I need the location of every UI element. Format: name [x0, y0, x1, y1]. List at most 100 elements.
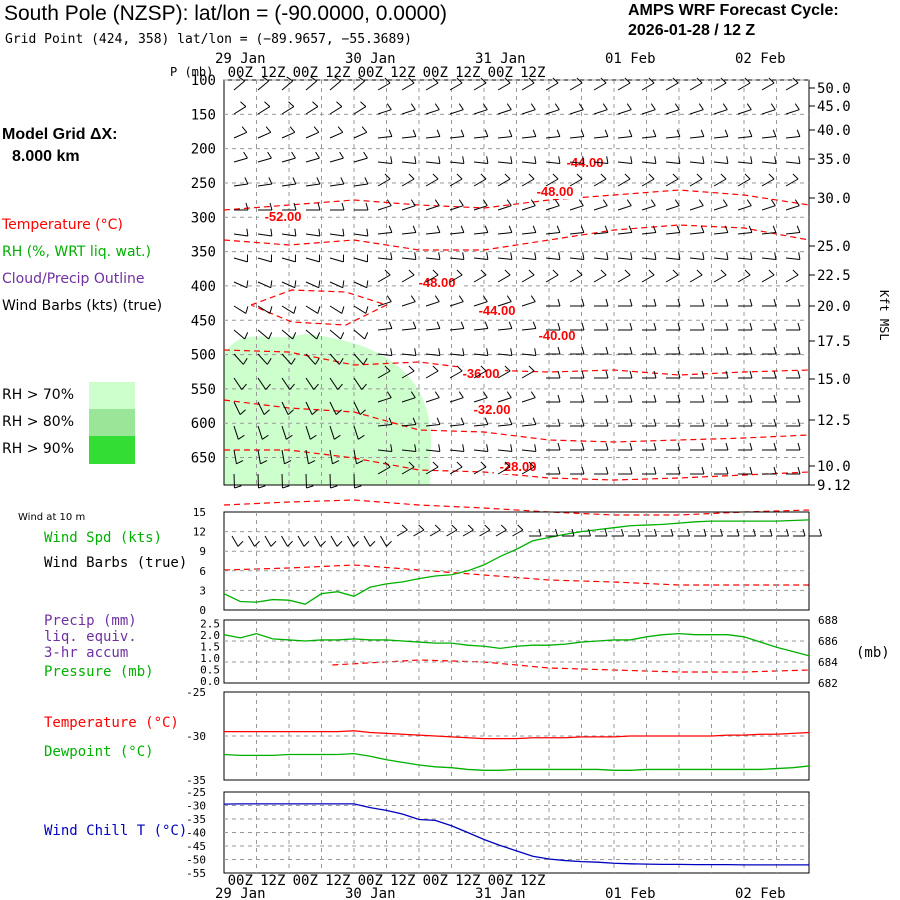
wind-barb: [689, 77, 703, 91]
wind-barb-flag: [605, 442, 609, 451]
wind-barb-staff: [314, 535, 321, 547]
wind-barb: [449, 225, 465, 235]
wind-barb-staff: [329, 353, 340, 365]
wind-barb-staff: [377, 109, 392, 115]
wind-barb-flag: [687, 528, 690, 537]
surface-wind-barb: [264, 535, 277, 547]
wind-barb-staff: [425, 82, 439, 91]
wind-barb-flag: [797, 298, 801, 307]
wind-barb: [425, 77, 439, 91]
wind-barb-flag: [698, 199, 704, 206]
surface-wind-barb: [677, 528, 690, 537]
wind-barb: [305, 254, 320, 263]
wind-barb: [473, 77, 487, 91]
wind-barb: [666, 298, 681, 307]
wind-barb-staff: [329, 281, 343, 289]
wind-barb: [497, 77, 511, 91]
wind-barb-staff: [264, 535, 272, 547]
wind-barb-staff: [305, 377, 315, 390]
wind-barb-staff: [233, 305, 247, 314]
surface-wind-barb: [330, 535, 343, 547]
wind-barb-flag: [317, 202, 321, 211]
wind-barb-flag: [320, 540, 326, 547]
wind-barb-flag: [748, 225, 753, 233]
wind-barb-staff: [593, 161, 608, 164]
wind-barb-flag: [318, 254, 320, 262]
wind-barb-flag: [438, 348, 441, 356]
wind-barb-flag: [774, 156, 777, 164]
wind-barb-staff: [449, 449, 464, 452]
wind-barb-flag: [726, 156, 729, 164]
bottom-date-label: 02 Feb: [735, 886, 786, 900]
wind-barb-staff: [353, 305, 367, 314]
wind-barb-flag: [528, 269, 535, 276]
wind-barb-flag: [412, 129, 417, 137]
wind-barb-flag: [510, 156, 513, 164]
temperature-contour-label: -48.00: [419, 275, 456, 290]
wind-barb-staff: [233, 80, 246, 91]
precip-tick-label: 2.5: [200, 618, 220, 631]
wind-barb: [737, 77, 751, 91]
wind-barb: [497, 365, 511, 379]
wind-barb: [546, 418, 561, 427]
wind-barb-flag: [672, 269, 679, 276]
surface-wind-barb: [743, 528, 756, 537]
wind-barb-flag: [432, 461, 439, 468]
wind-barb-staff: [617, 232, 632, 235]
temperature-contour: [223, 399, 810, 443]
wind-barb-flag: [342, 254, 344, 262]
wind-barb-flag: [802, 528, 806, 537]
wind-barb: [401, 417, 417, 427]
wind-barb-flag: [314, 357, 320, 365]
wind-barb-flag: [630, 252, 633, 260]
wind-barb: [233, 473, 242, 489]
wind-barb-staff: [449, 109, 464, 115]
wind-barb: [425, 295, 440, 307]
wind-barb-staff: [281, 535, 288, 547]
surface-wind-barb: [495, 524, 507, 537]
wind-barb-flag: [701, 442, 705, 451]
wind-barb-flag: [482, 103, 488, 110]
wind-barb-staff: [401, 370, 415, 379]
wind-barb-flag: [605, 370, 609, 379]
top-time-label: 12Z: [455, 65, 480, 81]
surface-wind-barb: [314, 535, 326, 547]
wind-barb-flag: [725, 442, 729, 451]
wind-barb-flag: [648, 269, 655, 276]
wind-barb-flag: [578, 199, 584, 206]
wind-barb: [377, 225, 393, 235]
wind-barb: [665, 156, 681, 164]
wind-barb: [786, 466, 801, 475]
wind-barb: [449, 417, 465, 427]
wind-barb-flag: [480, 269, 487, 276]
temperature-tick-label: -25: [186, 686, 206, 699]
wind-barb-flag: [629, 418, 633, 427]
surface-wind-barb: [611, 528, 624, 537]
legend-rh: RH (%, WRT liq. wat.): [2, 244, 151, 260]
wind-barb-flag: [720, 528, 723, 537]
wind-barb-staff: [330, 535, 338, 547]
wind-barb-flag: [434, 524, 441, 531]
wind-barb: [665, 225, 681, 235]
wind-barb: [714, 322, 729, 331]
wind-barb: [233, 329, 249, 340]
wind-barb-flag: [456, 461, 463, 468]
wind-barb-flag: [334, 76, 342, 82]
wind-barb-staff: [305, 329, 318, 340]
wind-barb: [762, 394, 777, 403]
wind-barb-flag: [384, 365, 391, 372]
wind-barb: [593, 269, 607, 283]
wind-barb: [330, 202, 345, 211]
wind-barb-flag: [528, 173, 535, 180]
wind-barb-staff: [281, 449, 285, 464]
wind-barb: [545, 77, 559, 91]
bottom-time-label: 12Z: [325, 873, 350, 889]
kft-tick-label: 22.5: [817, 268, 851, 284]
wind-barb: [786, 370, 801, 379]
wind-barb: [785, 225, 801, 235]
wind-barb-flag: [677, 418, 681, 427]
wind-barb-staff: [785, 274, 799, 283]
wind-barb-flag: [748, 129, 753, 137]
wind-barb-staff: [233, 257, 248, 263]
wind-barb: [618, 298, 633, 307]
